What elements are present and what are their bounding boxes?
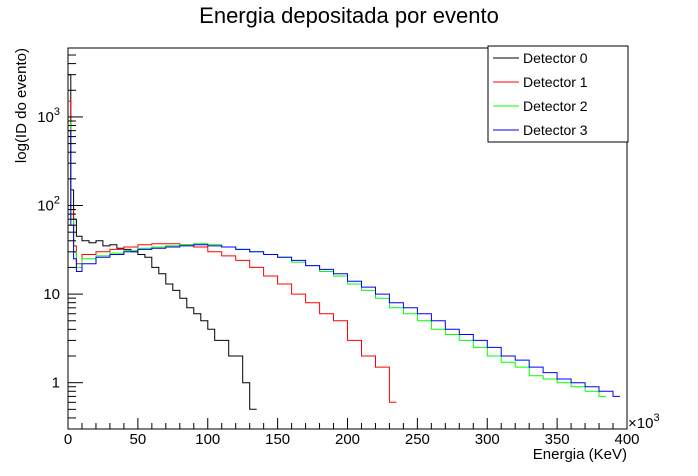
y-tick-label: 103 bbox=[37, 106, 60, 126]
legend-label: Detector 0 bbox=[523, 50, 588, 66]
y-tick-label: 102 bbox=[37, 195, 60, 215]
legend-label: Detector 2 bbox=[523, 98, 588, 114]
legend-label: Detector 1 bbox=[523, 74, 588, 90]
x-tick-label: 400 bbox=[614, 431, 639, 448]
series-line-detector-1 bbox=[68, 100, 397, 403]
x-tick-label: 150 bbox=[265, 431, 290, 448]
x-axis-multiplier-exponent: 3 bbox=[653, 412, 659, 424]
legend-box bbox=[487, 45, 629, 143]
x-tick-label: 50 bbox=[130, 431, 147, 448]
x-tick-label: 300 bbox=[475, 431, 500, 448]
x-tick-label: 350 bbox=[545, 431, 570, 448]
series-line-detector-2 bbox=[68, 120, 606, 397]
series-layer bbox=[68, 74, 620, 410]
x-axis: 0 50 100 150 200 250 300 350 400 bbox=[64, 418, 640, 448]
series-line-detector-0 bbox=[68, 74, 257, 410]
x-tick-label: 250 bbox=[405, 431, 430, 448]
legend: Detector 0 Detector 1 Detector 2 Detector 3 bbox=[487, 45, 629, 143]
x-tick-label: 100 bbox=[195, 431, 220, 448]
x-axis-label: Energia (KeV) bbox=[533, 446, 627, 463]
y-tick-label: 1 bbox=[52, 375, 60, 392]
y-tick-label: 10 bbox=[43, 286, 60, 303]
y-axis: 1 10 102 103 bbox=[37, 47, 83, 430]
x-axis-multiplier: ×103 bbox=[628, 412, 660, 432]
legend-label: Detector 3 bbox=[523, 122, 588, 138]
x-tick-label: 200 bbox=[335, 431, 360, 448]
x-axis-multiplier-base: ×10 bbox=[628, 415, 653, 432]
x-tick-label: 0 bbox=[64, 431, 72, 448]
series-line-detector-3 bbox=[68, 130, 620, 397]
chart-title: Energia depositada por evento bbox=[199, 3, 499, 28]
y-axis-label: log(ID do evento) bbox=[13, 48, 30, 163]
